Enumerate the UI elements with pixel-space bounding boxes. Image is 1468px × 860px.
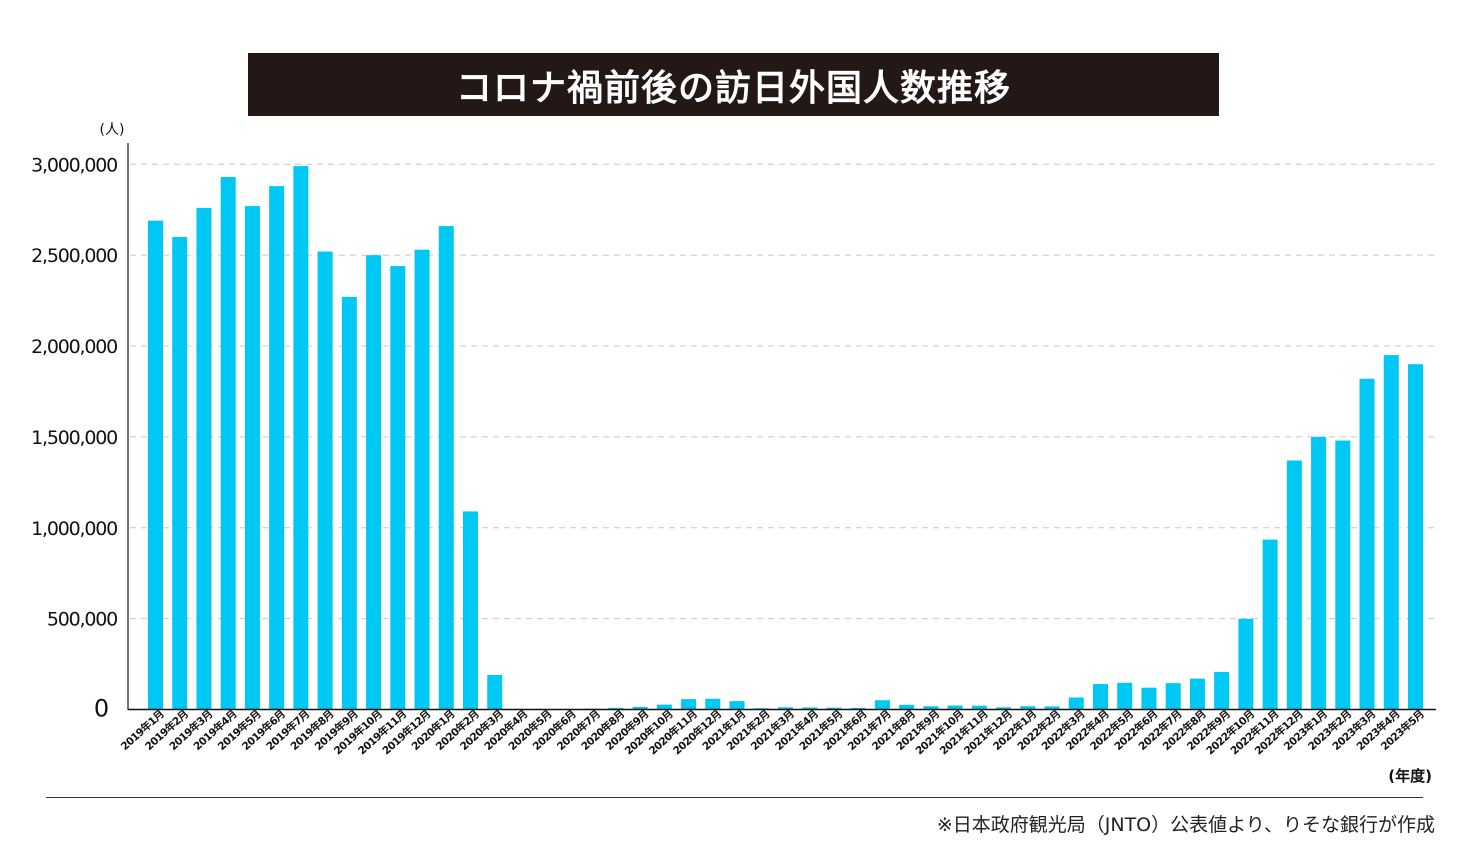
bar (1141, 687, 1157, 710)
bar (438, 226, 454, 710)
bar (1311, 436, 1327, 710)
bar (971, 705, 987, 710)
bar (366, 255, 382, 710)
footer-divider (46, 797, 1423, 798)
bar (1093, 684, 1108, 710)
bar (1359, 378, 1375, 710)
bar (390, 266, 406, 710)
x-axis-unit-label: (年度) (1388, 767, 1432, 785)
bar (802, 707, 818, 710)
bar (1020, 706, 1036, 710)
bar (729, 701, 745, 710)
bar-chart: 0 500,000 1,000,000 1,500,000 2,000,000 2,500… (31, 122, 1436, 785)
chart-title-bar: コロナ禍前後の訪日外国人数推移 (248, 53, 1219, 116)
bar (148, 220, 163, 710)
bar (874, 700, 890, 710)
y-tick-label: 2,500,000 (31, 245, 117, 267)
y-tick-label: 0 (94, 695, 108, 723)
bar (1189, 678, 1205, 710)
bar (923, 706, 939, 710)
y-tick-label: 1,500,000 (31, 427, 117, 449)
bar (1165, 683, 1181, 710)
chart-title: コロナ禍前後の訪日外国人数推移 (455, 67, 1011, 109)
bar (293, 166, 309, 710)
y-tick-labels: 0 500,000 1,000,000 1,500,000 2,000,000 2,500… (31, 154, 118, 723)
bar (1408, 364, 1423, 710)
y-tick-label: 2,000,000 (31, 336, 117, 358)
x-tick-labels: 2019年1月2019年2月2019年3月2019年4月2019年5月2019年… (118, 708, 1426, 758)
y-tick-label: 1,000,000 (31, 518, 117, 540)
bar (632, 706, 648, 710)
bar (608, 707, 624, 710)
bar (656, 704, 672, 710)
y-axis-unit-label: (人) (100, 122, 125, 138)
bar (1238, 618, 1254, 710)
bar (341, 296, 357, 710)
bar (269, 186, 285, 710)
bar (681, 699, 697, 710)
bar (1286, 460, 1302, 710)
bar (1262, 539, 1278, 710)
y-tick-label: 3,000,000 (31, 154, 117, 176)
bar (996, 707, 1012, 710)
bar (778, 707, 793, 710)
bar (317, 251, 333, 710)
bar (463, 511, 478, 710)
bar (850, 707, 866, 710)
bar (1383, 355, 1399, 710)
bar (899, 704, 915, 710)
bar (196, 207, 212, 710)
bar (1068, 697, 1084, 710)
bar (826, 707, 842, 710)
y-tick-label: 500,000 (47, 609, 117, 631)
gridlines (130, 163, 1436, 620)
bar (705, 698, 721, 710)
source-note: ※日本政府観光局（JNTO）公表値より、りそな銀行が作成 (936, 814, 1435, 836)
bar (1335, 440, 1351, 710)
bar (1044, 706, 1060, 710)
bar (244, 206, 260, 710)
bars (148, 166, 1423, 711)
bar (172, 236, 188, 710)
bar (1117, 682, 1133, 710)
bar (1214, 671, 1230, 710)
bar (414, 249, 430, 710)
bar (487, 674, 503, 710)
bar (947, 705, 963, 710)
bar (220, 177, 236, 710)
